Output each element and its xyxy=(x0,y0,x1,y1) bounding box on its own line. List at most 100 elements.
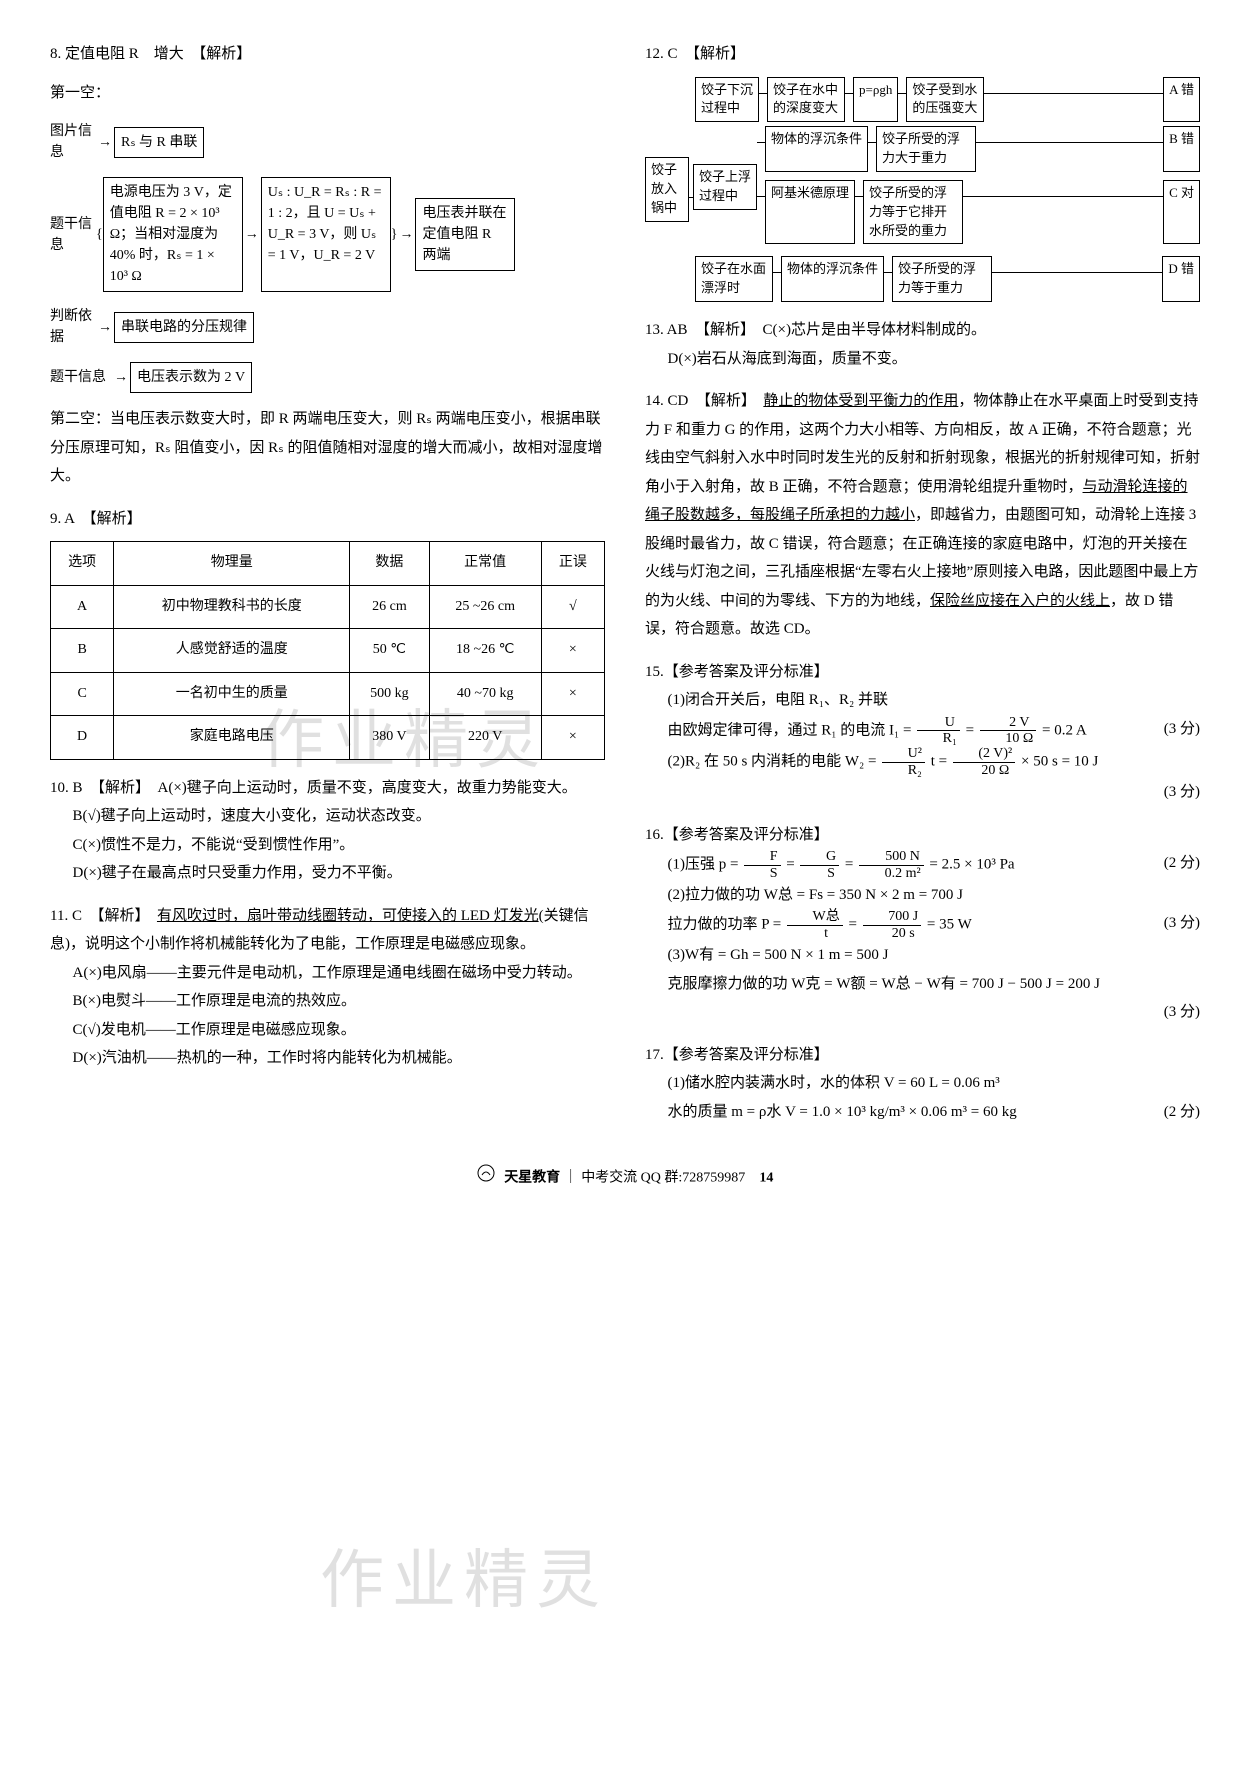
arrow-icon: → xyxy=(96,317,114,338)
cell: 25 ~26 cm xyxy=(429,585,541,629)
text: = 35 W xyxy=(927,917,972,933)
num: (2 V)² xyxy=(953,746,1015,762)
cell: 初中物理教科书的长度 xyxy=(114,585,350,629)
footer-brand: 天星教育 xyxy=(504,1171,560,1186)
q12-b: 饺子受到水的压强变大 xyxy=(906,77,984,123)
q15-p2: (2)R₂ 在 50 s 内消耗的电能 W₂ = U²R₂ t = (2 V)²… xyxy=(645,746,1200,778)
footer: 天星教育 ｜ 中考交流 QQ 群:728759987 14 xyxy=(50,1164,1200,1193)
q11-u1: 有风吹过时，扇叶带动线圈转动，可使接入的 LED 灯发光 xyxy=(157,908,539,924)
q8-r2-label: 题干信息 xyxy=(50,210,96,260)
text: = 2.5 × 10³ Pa xyxy=(929,856,1014,872)
cell: B xyxy=(51,629,114,673)
q15-p1: (1)闭合开关后，电阻 R₁、R₂ 并联 xyxy=(645,686,1200,715)
cell: × xyxy=(541,716,604,760)
table-row: D 家庭电路电压 380 V 220 V × xyxy=(51,716,605,760)
q8-r1-box: Rₛ 与 R 串联 xyxy=(114,127,204,158)
arrow-icon: → xyxy=(397,224,415,245)
q11-head: 11. C 【解析】 有风吹过时，扇叶带动线圈转动，可使接入的 LED 灯发光(… xyxy=(50,902,605,959)
q10-d: D(×)毽子在最高点时只受重力作用，受力不平衡。 xyxy=(50,859,605,888)
cell: C xyxy=(51,672,114,716)
q10-head: 10. B 【解析】 A(×)毽子向上运动时，质量不变，高度变大，故重力势能变大… xyxy=(50,774,605,803)
q15: 15.【参考答案及评分标准】 (1)闭合开关后，电阻 R₁、R₂ 并联 由欧姆定… xyxy=(645,658,1200,807)
den: R₁ xyxy=(917,731,960,746)
q8-flow: 图片信息 → Rₛ 与 R 串联 题干信息 { 电源电压为 3 V，定值电阻 R… xyxy=(50,117,605,393)
text: 由欧姆定律可得，通过 R₁ 的电流 I₁ = xyxy=(668,722,916,738)
q16-head: 16.【参考答案及评分标准】 xyxy=(645,821,1200,850)
q9-th: 正误 xyxy=(541,542,604,586)
cell: 40 ~70 kg xyxy=(429,672,541,716)
num: 700 J xyxy=(863,909,921,925)
q15-p1b: 由欧姆定律可得，通过 R₁ 的电流 I₁ = UR₁ = 2 V10 Ω = 0… xyxy=(645,715,1200,747)
q8-r3-box: 串联电路的分压规律 xyxy=(114,312,254,343)
q8-r2-box3: 电压表并联在定值电阻 R 两端 xyxy=(415,198,515,271)
num: U² xyxy=(882,746,925,762)
points: (2 分) xyxy=(1141,849,1200,878)
q9-th: 物理量 xyxy=(114,542,350,586)
q14-u1: 静止的物体受到平衡力的作用 xyxy=(763,393,958,409)
q8-r2-box2: Uₛ : U_R = Rₛ : R = 1 : 2，且 U = Uₛ + U_R… xyxy=(261,177,391,292)
q16-p2: (2)拉力做的功 W总 = Fs = 350 N × 2 m = 700 J xyxy=(645,881,1200,910)
num: W总 xyxy=(787,909,843,925)
q13-head: 13. AB 【解析】 C(×)芯片是由半导体材料制成的。 xyxy=(645,316,1200,345)
q12-ans: D 错 xyxy=(1162,256,1200,302)
q17: 17.【参考答案及评分标准】 (1)储水腔内装满水时，水的体积 V = 60 L… xyxy=(645,1041,1200,1127)
points: (3 分) xyxy=(1141,715,1200,744)
q10-b: B(√)毽子向上运动时，速度大小变化，运动状态改变。 xyxy=(50,802,605,831)
footer-page: 14 xyxy=(759,1171,773,1186)
q16-p3: (3)W有 = Gh = 500 N × 1 m = 500 J xyxy=(645,941,1200,970)
q12-b: 饺子上浮过程中 xyxy=(693,164,757,210)
q10-c: C(×)惯性不是力，不能说“受到惯性作用”。 xyxy=(50,831,605,860)
table-row: A 初中物理教科书的长度 26 cm 25 ~26 cm √ xyxy=(51,585,605,629)
cell: 50 ℃ xyxy=(350,629,429,673)
q8-r2-box1: 电源电压为 3 V，定值电阻 R = 2 × 10³ Ω；当相对湿度为 40% … xyxy=(103,177,243,292)
footer-sep: ｜ xyxy=(564,1171,578,1186)
q9: 9. A 【解析】 选项 物理量 数据 正常值 正误 A 初中物理教科书的长度 … xyxy=(50,505,605,760)
text: = xyxy=(966,722,978,738)
den: 20 Ω xyxy=(953,763,1015,778)
left-column: 8. 定值电阻 R 增大 【解析】 第一空： 图片信息 → Rₛ 与 R 串联 … xyxy=(50,40,605,1140)
q8-r3-label: 判断依据 xyxy=(50,302,96,352)
q12-ans: C 对 xyxy=(1163,180,1200,245)
q12-b: 饺子所受的浮力大于重力 xyxy=(876,126,976,172)
table-row: C 一名初中生的质量 500 kg 40 ~70 kg × xyxy=(51,672,605,716)
cell: √ xyxy=(541,585,604,629)
q15-head: 15.【参考答案及评分标准】 xyxy=(645,658,1200,687)
text: × 50 s = 10 J xyxy=(1021,754,1098,770)
cell: 人感觉舒适的温度 xyxy=(114,629,350,673)
q12-b: 物体的浮沉条件 xyxy=(781,256,884,302)
text: = xyxy=(845,856,857,872)
q8-blank1: 第一空： xyxy=(50,79,605,108)
cell: D xyxy=(51,716,114,760)
q10: 10. B 【解析】 A(×)毽子向上运动时，质量不变，高度变大，故重力势能变大… xyxy=(50,774,605,888)
num: 500 N xyxy=(859,849,924,865)
cell: 一名初中生的质量 xyxy=(114,672,350,716)
q8: 8. 定值电阻 R 增大 【解析】 第一空： 图片信息 → Rₛ 与 R 串联 … xyxy=(50,40,605,491)
den: S xyxy=(744,866,780,881)
q12-ans: A 错 xyxy=(1163,77,1200,123)
text: = xyxy=(786,856,798,872)
cell: 18 ~26 ℃ xyxy=(429,629,541,673)
q12-b: 饺子在水面漂浮时 xyxy=(695,256,773,302)
q17-head: 17.【参考答案及评分标准】 xyxy=(645,1041,1200,1070)
text: 拉力做的功率 P = xyxy=(668,917,786,933)
cell: A xyxy=(51,585,114,629)
den: 20 s xyxy=(863,926,921,941)
arrow-icon: → xyxy=(243,224,261,245)
cell: × xyxy=(541,629,604,673)
den: t xyxy=(787,926,843,941)
q14-head: 14. CD 【解析】 xyxy=(645,393,763,409)
logo-icon xyxy=(477,1164,495,1193)
num: U xyxy=(917,715,960,731)
q16: 16.【参考答案及评分标准】 (1)压强 p = FS = GS = 500 N… xyxy=(645,821,1200,1027)
den: 10 Ω xyxy=(980,731,1036,746)
q16-p2b: 拉力做的功率 P = W总t = 700 J20 s = 35 W (3 分) xyxy=(645,909,1200,941)
text: = 0.2 A xyxy=(1042,722,1087,738)
watermark: 作业精灵 xyxy=(320,1520,608,1642)
q12-root: 饺子放入锅中 xyxy=(645,157,689,222)
table-row: B 人感觉舒适的温度 50 ℃ 18 ~26 ℃ × xyxy=(51,629,605,673)
q16-p1: (1)压强 p = FS = GS = 500 N0.2 m² = 2.5 × … xyxy=(645,849,1200,881)
q11-c: C(√)发电机——工作原理是电磁感应现象。 xyxy=(50,1016,605,1045)
arrow-icon: → xyxy=(112,367,130,388)
page-columns: 8. 定值电阻 R 增大 【解析】 第一空： 图片信息 → Rₛ 与 R 串联 … xyxy=(50,40,1200,1140)
arrow-icon: → xyxy=(96,132,114,153)
